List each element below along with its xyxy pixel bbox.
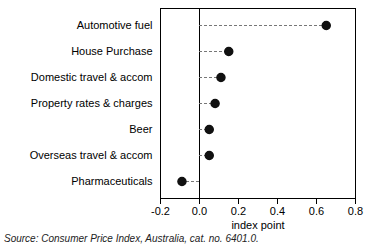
- svg-text:0.6: 0.6: [309, 205, 324, 217]
- svg-text:Property rates & charges: Property rates & charges: [31, 97, 153, 109]
- svg-text:0.8: 0.8: [348, 205, 363, 217]
- svg-text:Automotive fuel: Automotive fuel: [77, 19, 153, 31]
- svg-text:0.2: 0.2: [231, 205, 246, 217]
- svg-text:Overseas travel & accom: Overseas travel & accom: [30, 149, 153, 161]
- svg-text:House Purchase: House Purchase: [71, 45, 152, 57]
- svg-text:0.0: 0.0: [192, 205, 207, 217]
- svg-text:Beer: Beer: [129, 123, 153, 135]
- svg-text:0.4: 0.4: [270, 205, 285, 217]
- svg-text:index point: index point: [231, 219, 284, 231]
- html-text:Source: Consumer Price Index,: Source: Consumer Price Index, Australia,…: [4, 233, 259, 244]
- svg-text:Pharmaceuticals: Pharmaceuticals: [71, 175, 153, 187]
- svg-text:-0.2: -0.2: [151, 205, 170, 217]
- svg-text:Domestic travel & accom: Domestic travel & accom: [31, 71, 153, 83]
